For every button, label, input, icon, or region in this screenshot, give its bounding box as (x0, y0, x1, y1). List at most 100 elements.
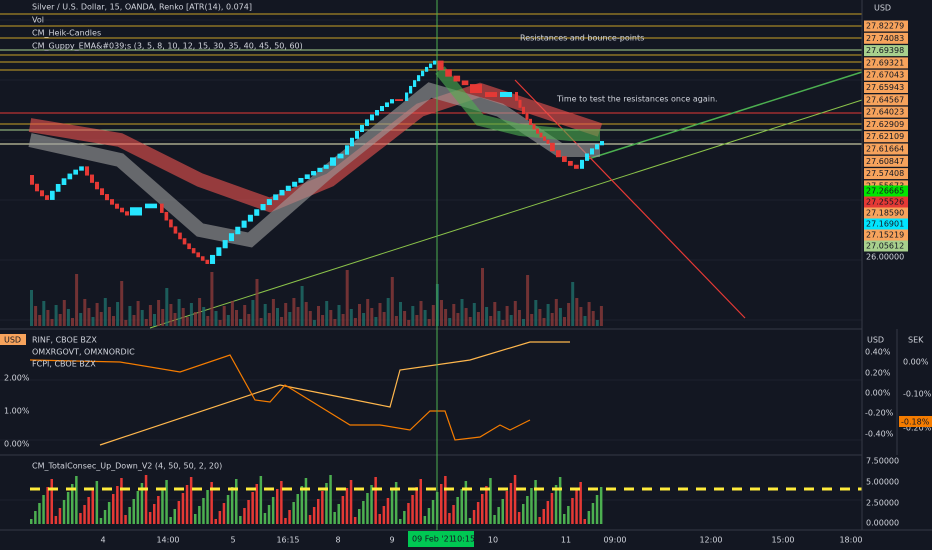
renko-brick (543, 136, 546, 141)
renko-brick (425, 66, 429, 72)
volume-bar (599, 306, 603, 326)
volume-bar (448, 318, 452, 326)
osc-tick: 2.50000 (866, 499, 899, 508)
histogram-bar (292, 502, 295, 524)
volume-bar (542, 318, 546, 326)
ratio-line (29, 354, 531, 441)
volume-bar (579, 307, 583, 326)
currency: SEK (908, 336, 924, 345)
histogram-bar (575, 490, 578, 524)
renko-brick (50, 190, 55, 200)
renko-brick (61, 178, 67, 185)
volume-bar (304, 302, 308, 326)
renko-brick (130, 207, 142, 216)
trend-line (149, 99, 863, 329)
volume-bar (42, 301, 46, 326)
volume-bar (38, 315, 42, 326)
volume-bar (476, 312, 480, 326)
histogram-bar (378, 514, 381, 524)
volume-bar (308, 311, 312, 326)
histogram-bar (538, 517, 541, 524)
price-label-bg (864, 143, 908, 155)
volume-bar (263, 304, 267, 326)
histogram-bar (329, 475, 332, 524)
histogram-bar (509, 483, 513, 524)
volume-bar (591, 311, 595, 326)
ema-ribbon (435, 66, 600, 141)
renko-brick (266, 199, 272, 206)
renko-brick (247, 214, 253, 222)
renko-brick (445, 69, 452, 77)
price-label: 27.57408 (866, 169, 904, 178)
decor (0, 13, 863, 524)
renko-brick (317, 167, 323, 173)
volume-bar (337, 305, 341, 326)
histogram-bar (366, 493, 369, 524)
volume-bar (349, 309, 353, 326)
symbol: OMXRGOVT, OMXNORDIC (32, 348, 135, 357)
right-tick: -0.40% (865, 430, 894, 439)
histogram-bar (91, 489, 94, 524)
histogram-bar (214, 519, 217, 524)
volume-bar (333, 319, 337, 326)
volume-bar (341, 314, 345, 326)
histogram-bar (563, 514, 566, 524)
histogram-bar (140, 483, 144, 524)
histogram-bar (444, 476, 447, 524)
price-label: 27.16901 (866, 220, 904, 229)
histogram-bar (464, 481, 468, 524)
histogram-bar (124, 515, 127, 524)
histogram-bar (349, 480, 353, 524)
price-label-bg (864, 45, 908, 57)
volume-bar (107, 307, 111, 326)
renko-brick (196, 252, 200, 258)
volume-bar (530, 314, 534, 326)
renko-brick (437, 60, 444, 71)
histogram-bar (505, 491, 509, 524)
renko-brick (568, 160, 573, 166)
volume-bar (370, 308, 374, 326)
histogram-bar (218, 511, 222, 524)
histogram-bar (103, 510, 107, 524)
renko-brick (518, 99, 522, 108)
renko-brick (311, 171, 317, 176)
volume-bar (415, 315, 419, 326)
histogram-bar (497, 507, 500, 524)
histogram-bar (337, 504, 340, 524)
price-label: 27.74083 (866, 34, 904, 43)
histogram-bar (230, 487, 234, 524)
volume-bar (95, 303, 99, 326)
time-label: 15:00 (771, 536, 794, 545)
volume-bar (362, 313, 366, 326)
histogram-bar (546, 501, 550, 524)
histogram-bar (165, 480, 168, 524)
currency: USD (867, 336, 884, 345)
symbol: RINF, CBOE BZX (32, 336, 97, 345)
histogram-bar (526, 496, 529, 524)
histogram-bar (34, 511, 37, 524)
volume-bar (497, 311, 501, 326)
histogram-bar (198, 506, 201, 524)
volume-bar (210, 272, 214, 326)
volume-bar (87, 308, 91, 326)
price-label-bg (864, 240, 908, 252)
renko-brick (355, 131, 359, 139)
histogram-bar (325, 483, 328, 524)
volume-bar (206, 316, 210, 326)
histogram-bar (107, 502, 111, 524)
histogram-bar (157, 496, 160, 524)
histogram-bar (235, 479, 238, 524)
histogram-bar (534, 480, 537, 524)
histogram-bar (353, 517, 357, 524)
renko-brick (105, 194, 109, 201)
renko-brick (304, 174, 310, 179)
volume-bar (538, 309, 542, 326)
renko-brick (292, 181, 298, 187)
annotation: Resistances and bounce-points (520, 34, 644, 43)
renko-brick (539, 132, 543, 138)
renko-brick (228, 233, 234, 242)
histogram-bar (411, 495, 414, 524)
renko-brick (216, 247, 222, 256)
volume-bar (230, 301, 234, 326)
